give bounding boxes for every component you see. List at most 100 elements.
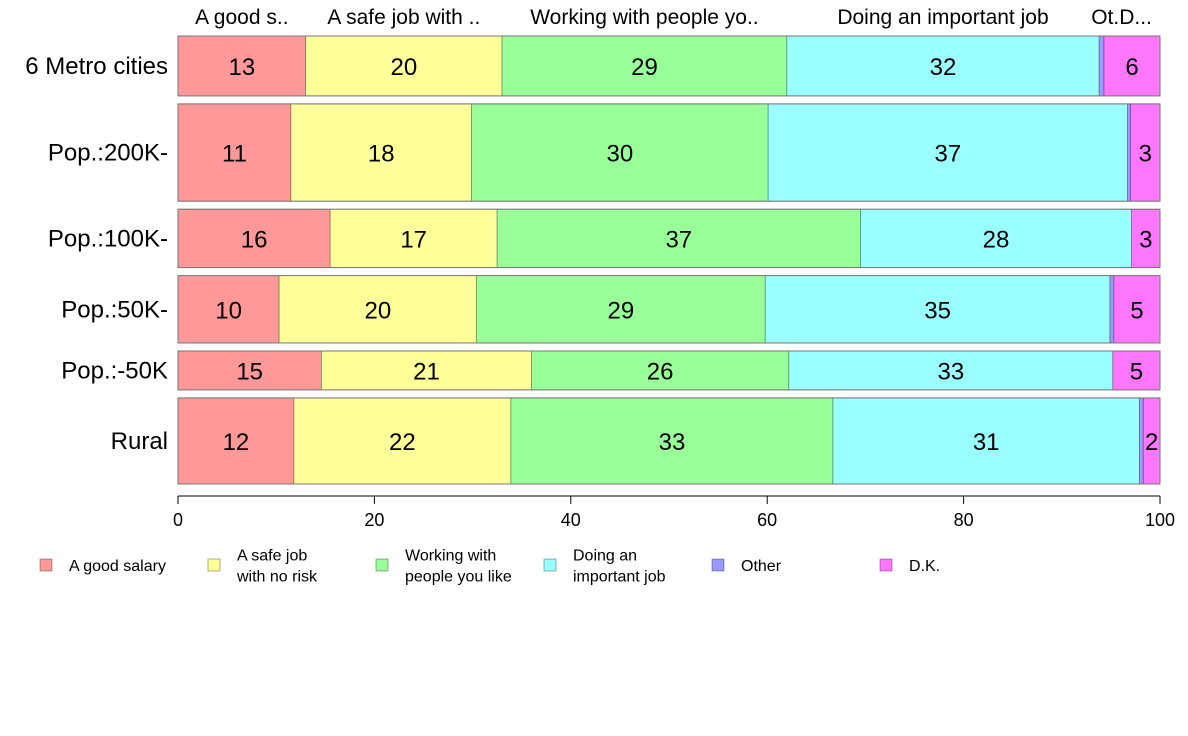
- data-label: 35: [924, 297, 951, 324]
- bar-row: Pop.:100K- 16 17 37 28 3: [48, 208, 1161, 269]
- bar-segment: [788, 350, 1114, 391]
- legend-label: A safe job: [237, 548, 307, 565]
- legend-swatch: [39, 558, 53, 572]
- top-category-label: A safe job with ..: [327, 6, 480, 29]
- bar-row: Rural 12 22 33 31 2: [111, 397, 1161, 485]
- data-label: 31: [973, 429, 1000, 456]
- bar-segment: [1138, 397, 1144, 485]
- x-tick-label: 80: [954, 510, 974, 530]
- row-label: 6 Metro cities: [25, 53, 168, 80]
- bar-segment: [1131, 208, 1161, 269]
- top-category-label: A good s..: [195, 6, 288, 29]
- x-tick-label: 40: [561, 510, 581, 530]
- data-label: 10: [215, 297, 242, 324]
- data-label: 17: [400, 226, 427, 253]
- bar-segment: [1109, 275, 1115, 344]
- legend-item: A safe job with no risk: [207, 548, 318, 586]
- data-label: 26: [647, 358, 674, 385]
- legend-item: Working with people you like: [375, 548, 512, 586]
- bar-segment: [1113, 275, 1161, 344]
- data-label: 21: [413, 358, 440, 385]
- data-label: 30: [607, 141, 634, 168]
- data-label: 33: [937, 358, 964, 385]
- legend-swatch: [207, 558, 221, 572]
- legend-item: A good salary: [39, 558, 166, 575]
- data-label: 5: [1130, 358, 1143, 385]
- data-label: 18: [368, 141, 395, 168]
- legend-swatch: [543, 558, 557, 572]
- x-tick-label: 60: [757, 510, 777, 530]
- x-tick-label: 0: [173, 510, 183, 530]
- legend-label: D.K.: [909, 558, 940, 575]
- row-label: Rural: [111, 428, 168, 455]
- row-frame: [177, 350, 1161, 391]
- row-label: Pop.:-50K: [61, 357, 168, 384]
- bar-segment: [476, 275, 766, 344]
- bar-segment: [496, 208, 861, 269]
- data-label: 5: [1130, 297, 1143, 324]
- legend-label: Other: [741, 558, 782, 575]
- row-frame: [177, 397, 1161, 485]
- bar-segment: [177, 208, 331, 269]
- row-frame: [177, 103, 1161, 202]
- data-label: 29: [631, 54, 658, 81]
- row-frame: [177, 208, 1161, 269]
- data-label: 33: [659, 429, 686, 456]
- legend-swatch: [375, 558, 389, 572]
- bar-segment: [305, 35, 503, 97]
- row-frame: [177, 35, 1161, 97]
- legend-label: Working with: [405, 548, 496, 565]
- data-label: 12: [223, 429, 250, 456]
- top-category-label: Ot.D...: [1091, 6, 1152, 29]
- row-label: Pop.:100K-: [48, 225, 168, 252]
- data-label: 2: [1145, 429, 1158, 456]
- data-label: 32: [930, 54, 957, 81]
- bar-row: Pop.:200K- 11 18 30 37 3: [48, 103, 1161, 202]
- bar-segment: [832, 397, 1140, 485]
- bar-segment: [320, 350, 532, 391]
- bar-segment: [177, 350, 322, 391]
- data-label: 37: [935, 141, 962, 168]
- bar-segment: [767, 103, 1128, 202]
- data-label: 20: [391, 54, 418, 81]
- data-label: 16: [241, 226, 268, 253]
- legend-label: important job: [573, 569, 666, 586]
- legend-item: Doing an important job: [543, 548, 666, 586]
- bar-segment: [329, 208, 498, 269]
- bar-segment: [764, 275, 1111, 344]
- legend-label: people you like: [405, 569, 512, 586]
- row-frame: [177, 275, 1161, 344]
- data-label: 37: [665, 226, 692, 253]
- x-axis: 0 20 40 60 80 100: [173, 495, 1175, 530]
- row-label: Pop.:200K-: [48, 140, 168, 167]
- bar-row: Pop.:-50K 15 21 26 33 5: [61, 350, 1161, 391]
- bar-segment: [786, 35, 1100, 97]
- top-category-label: Working with people yo..: [530, 6, 758, 29]
- bar-segment: [1098, 35, 1105, 97]
- legend-swatch: [711, 558, 725, 572]
- data-label: 20: [364, 297, 391, 324]
- top-category-label: Doing an important job: [837, 6, 1048, 29]
- top-category-labels: A good s.. A safe job with .. Working with…: [195, 6, 1152, 29]
- legend-item: D.K.: [879, 558, 940, 575]
- data-label: 28: [983, 226, 1010, 253]
- bar-segment: [290, 103, 473, 202]
- legend-label: with no risk: [236, 569, 318, 586]
- bar-segment: [177, 275, 280, 344]
- data-label: 3: [1139, 141, 1152, 168]
- data-label: 6: [1125, 54, 1138, 81]
- bar-segment: [510, 397, 834, 485]
- data-label: 15: [236, 358, 263, 385]
- legend-label: A good salary: [69, 558, 166, 575]
- bar-segment: [1127, 103, 1131, 202]
- data-label: 29: [608, 297, 635, 324]
- bar-segment: [1112, 350, 1161, 391]
- data-label: 11: [222, 141, 247, 168]
- bar-segment: [471, 103, 769, 202]
- legend-item: Other: [711, 558, 782, 575]
- bar-segment: [1130, 103, 1161, 202]
- bar-segment: [177, 103, 292, 202]
- x-tick-label: 100: [1145, 510, 1175, 530]
